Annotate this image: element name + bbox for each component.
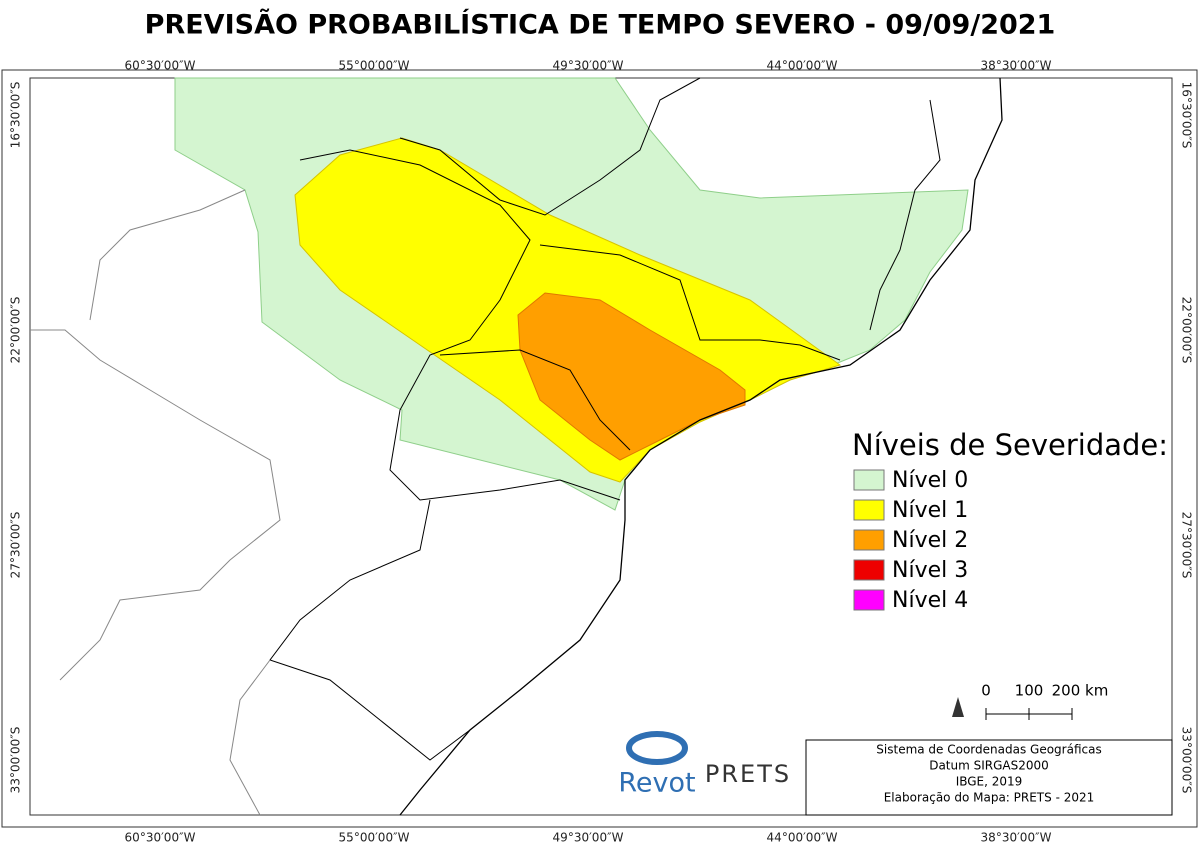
info-text: Sistema de Coordenadas Geográficas	[876, 743, 1101, 757]
latitude-label: 33°00′00″S	[9, 727, 23, 794]
legend-label: Nível 0	[892, 468, 968, 493]
longitude-label: 55°00′00″W	[339, 59, 410, 73]
longitude-label: 55°00′00″W	[339, 831, 410, 845]
revot-logo: Revot	[618, 768, 695, 799]
longitude-label: 44°00′00″W	[767, 59, 838, 73]
logos: Revot PRETS	[618, 731, 791, 799]
state-border	[399, 77, 701, 216]
latitude-label: 33°00′00″S	[1180, 727, 1194, 794]
longitude-label: 44°00′00″W	[767, 831, 838, 845]
latitude-label: 22°00′00″S	[1180, 297, 1194, 364]
level-2-area	[517, 292, 746, 461]
legend-swatch	[853, 529, 885, 551]
scale-label: 0	[981, 682, 991, 700]
legend-swatch	[853, 559, 885, 581]
legend-swatch	[853, 499, 885, 521]
scale-label: 100	[1015, 682, 1044, 700]
state-border	[299, 149, 621, 501]
prets-logo: PRETS	[705, 760, 791, 788]
latitude-label: 16°30′00″S	[9, 82, 23, 149]
country-border	[30, 329, 281, 681]
country-border	[229, 659, 271, 816]
legend-label: Nível 2	[892, 528, 968, 553]
latitude-label: 27°30′00″S	[9, 512, 23, 579]
north-arrow	[952, 697, 964, 717]
state-border	[539, 244, 841, 361]
map-title: PREVISÃO PROBABILÍSTICA DE TEMPO SEVERO …	[145, 9, 1056, 41]
latitude-label: 27°30′00″S	[1180, 512, 1194, 579]
info-text: Elaboração do Mapa: PRETS - 2021	[884, 791, 1095, 805]
longitude-label: 38°30′00″W	[981, 59, 1052, 73]
legend: Níveis de Severidade: Nível 0 Nível 1 Níve…	[852, 428, 1168, 613]
outer-frame	[1, 69, 1198, 828]
revot-icon	[626, 731, 688, 765]
state-border	[439, 349, 631, 451]
longitude-label: 49°30′00″W	[553, 831, 624, 845]
latitude-label: 16°30′00″S	[1180, 82, 1194, 149]
legend-label: Nível 4	[892, 588, 968, 613]
state-border	[869, 99, 941, 331]
info-text: IBGE, 2019	[956, 775, 1023, 789]
legend-swatch	[853, 589, 885, 611]
longitude-label: 49°30′00″W	[553, 59, 624, 73]
latitude-label: 22°00′00″S	[9, 297, 23, 364]
map-area	[30, 77, 1003, 816]
longitude-label: 60°30′00″W	[125, 59, 196, 73]
longitude-label: 60°30′00″W	[125, 831, 196, 845]
info-box	[805, 739, 1173, 816]
longitude-label: 38°30′00″W	[981, 831, 1052, 845]
legend-label: Nível 1	[892, 498, 968, 523]
info-text: Datum SIRGAS2000	[929, 759, 1049, 773]
country-border	[89, 189, 246, 321]
coastline	[399, 77, 1003, 816]
legend-swatch	[853, 469, 885, 491]
scale-label: 200 km	[1052, 682, 1109, 700]
scale-bar: 0 100 200 km	[952, 682, 1109, 720]
legend-title: Níveis de Severidade:	[852, 428, 1168, 462]
legend-label: Nível 3	[892, 558, 968, 583]
